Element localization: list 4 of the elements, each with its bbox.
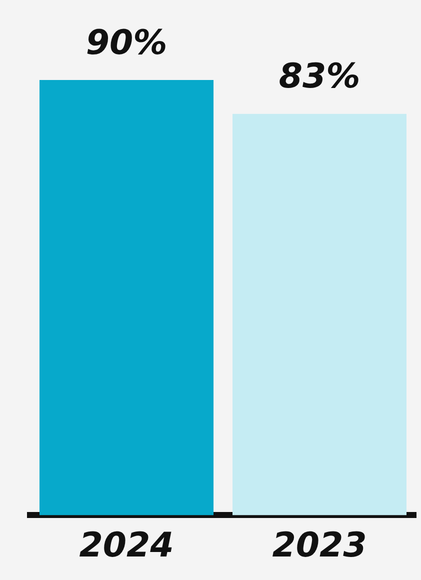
x-tick-label: 2024 xyxy=(79,525,174,566)
x-tick-label: 2023 xyxy=(272,525,367,566)
data-label: 90% xyxy=(86,22,168,63)
data-label: 83% xyxy=(278,56,360,97)
